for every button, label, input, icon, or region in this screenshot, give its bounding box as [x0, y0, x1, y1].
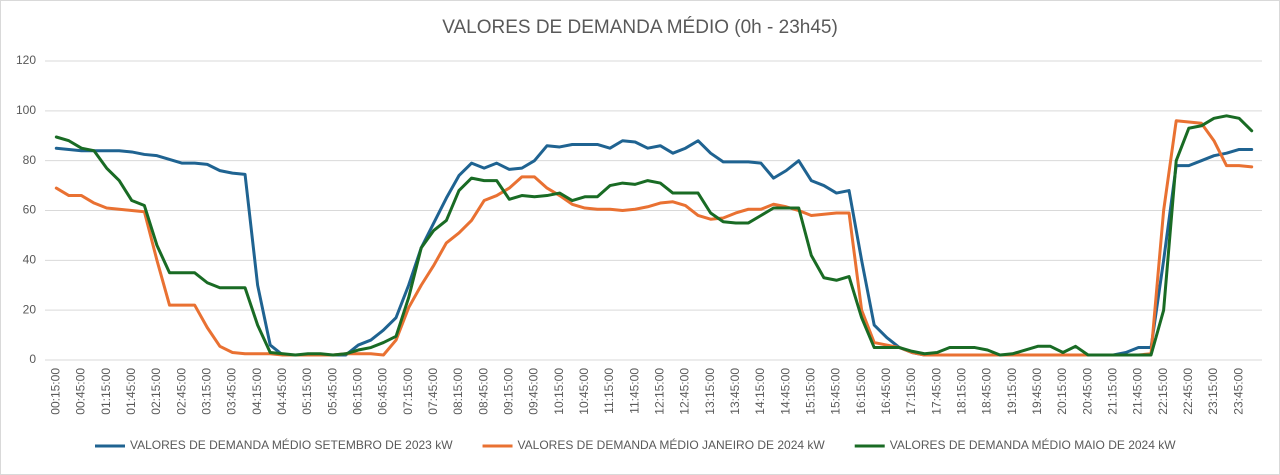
x-tick-label: 01:15:00	[99, 368, 113, 415]
x-tick-label: 14:45:00	[778, 368, 792, 415]
x-tick-label: 08:45:00	[476, 368, 490, 415]
series-line	[54, 119, 1254, 357]
x-tick-label: 21:15:00	[1105, 368, 1119, 415]
x-tick-label: 12:45:00	[678, 368, 692, 415]
x-tick-label: 04:15:00	[250, 368, 264, 415]
legend-label: VALORES DE DEMANDA MÉDIO SETEMBRO DE 202…	[130, 437, 453, 452]
x-tick-label: 17:15:00	[904, 368, 918, 415]
x-tick-label: 10:45:00	[577, 368, 591, 415]
x-tick-label: 22:15:00	[1156, 368, 1170, 415]
x-tick-label: 09:45:00	[527, 368, 541, 415]
y-tick-label: 120	[16, 53, 36, 67]
series-line	[54, 114, 1254, 357]
x-tick-label: 12:15:00	[652, 368, 666, 415]
x-tick-label: 06:45:00	[376, 368, 390, 415]
y-tick-label: 0	[29, 352, 36, 366]
x-tick-label: 21:45:00	[1131, 368, 1145, 415]
x-tick-label: 15:45:00	[829, 368, 843, 415]
chart-title: VALORES DE DEMANDA MÉDIO (0h - 23h45)	[442, 17, 838, 38]
y-tick-label: 100	[16, 103, 36, 117]
x-tick-label: 15:15:00	[803, 368, 817, 415]
x-tick-label: 07:45:00	[426, 368, 440, 415]
x-tick-label: 20:45:00	[1080, 368, 1094, 415]
legend-label: VALORES DE DEMANDA MÉDIO JANEIRO DE 2024…	[518, 437, 826, 452]
x-tick-label: 19:45:00	[1030, 368, 1044, 415]
legend-label: VALORES DE DEMANDA MÉDIO MAIO DE 2024 kW	[890, 437, 1177, 452]
x-tick-label: 02:15:00	[149, 368, 163, 415]
x-tick-label: 13:15:00	[703, 368, 717, 415]
x-tick-label: 23:15:00	[1206, 368, 1220, 415]
x-tick-label: 11:45:00	[627, 368, 641, 414]
x-tick-label: 17:45:00	[929, 368, 943, 415]
x-tick-label: 10:15:00	[552, 368, 566, 415]
y-tick-label: 40	[23, 253, 37, 267]
x-tick-label: 09:15:00	[501, 368, 515, 415]
x-tick-label: 01:45:00	[124, 368, 138, 415]
x-tick-label: 08:15:00	[451, 368, 465, 415]
x-tick-label: 16:45:00	[879, 368, 893, 415]
x-tick-label: 23:45:00	[1231, 368, 1245, 415]
y-tick-label: 20	[23, 302, 37, 316]
x-tick-label: 04:45:00	[275, 368, 289, 415]
x-tick-label: 05:15:00	[300, 368, 314, 415]
x-tick-label: 00:15:00	[48, 368, 62, 415]
x-tick-label: 11:15:00	[602, 368, 616, 414]
x-tick-label: 13:45:00	[728, 368, 742, 415]
y-tick-label: 60	[23, 203, 37, 217]
x-tick-label: 20:15:00	[1055, 368, 1069, 415]
x-tick-label: 22:45:00	[1181, 368, 1195, 415]
x-tick-label: 03:15:00	[199, 368, 213, 415]
x-tick-label: 02:45:00	[174, 368, 188, 415]
x-tick-label: 18:45:00	[980, 368, 994, 415]
x-tick-label: 14:15:00	[753, 368, 767, 415]
y-tick-label: 80	[23, 153, 37, 167]
x-tick-label: 19:15:00	[1005, 368, 1019, 415]
x-tick-label: 06:15:00	[350, 368, 364, 415]
x-tick-label: 05:45:00	[325, 368, 339, 415]
x-tick-label: 18:15:00	[954, 368, 968, 415]
x-tick-label: 07:15:00	[401, 368, 415, 415]
x-tick-label: 00:45:00	[74, 368, 88, 415]
x-tick-label: 16:15:00	[854, 368, 868, 415]
x-tick-label: 03:45:00	[225, 368, 239, 415]
